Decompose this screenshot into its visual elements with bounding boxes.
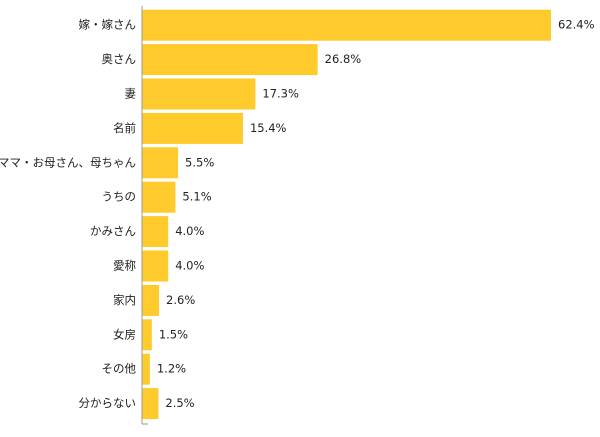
category-label: うちの xyxy=(102,190,137,204)
value-label: 17.3% xyxy=(262,87,299,101)
value-label: 5.5% xyxy=(185,155,214,169)
category-label: 愛称 xyxy=(113,259,136,273)
value-label: 1.2% xyxy=(157,362,186,376)
value-label: 4.0% xyxy=(175,259,204,273)
category-label: 家内 xyxy=(113,293,136,307)
bar-1 xyxy=(142,44,318,76)
category-label: 妻 xyxy=(125,87,137,101)
bar-4 xyxy=(142,147,179,179)
category-label: かみさん xyxy=(90,224,136,238)
bar-5 xyxy=(142,181,176,213)
bar-6 xyxy=(142,216,169,248)
category-label: 女房 xyxy=(113,327,136,341)
category-label: 名前 xyxy=(113,121,136,135)
bar-2 xyxy=(142,78,256,110)
bar-8 xyxy=(142,284,160,316)
bar-7 xyxy=(142,250,169,282)
category-label: 分からない xyxy=(79,396,137,410)
category-label: 奥さん xyxy=(102,52,137,66)
category-label: ママ・お母さん、母ちゃん xyxy=(0,155,136,169)
value-label: 4.0% xyxy=(175,224,204,238)
value-label: 26.8% xyxy=(325,52,362,66)
value-label: 1.5% xyxy=(159,327,188,341)
category-label: その他 xyxy=(102,362,137,376)
value-label: 62.4% xyxy=(558,18,595,32)
category-label: 嫁・嫁さん xyxy=(79,18,137,32)
value-label: 2.5% xyxy=(165,396,194,410)
value-label: 2.6% xyxy=(166,293,195,307)
value-label: 5.1% xyxy=(182,190,211,204)
bar-9 xyxy=(142,319,152,351)
bar-10 xyxy=(142,353,150,385)
bar-3 xyxy=(142,112,243,144)
bar-0 xyxy=(142,9,551,41)
bar-11 xyxy=(142,388,159,420)
value-label: 15.4% xyxy=(250,121,287,135)
